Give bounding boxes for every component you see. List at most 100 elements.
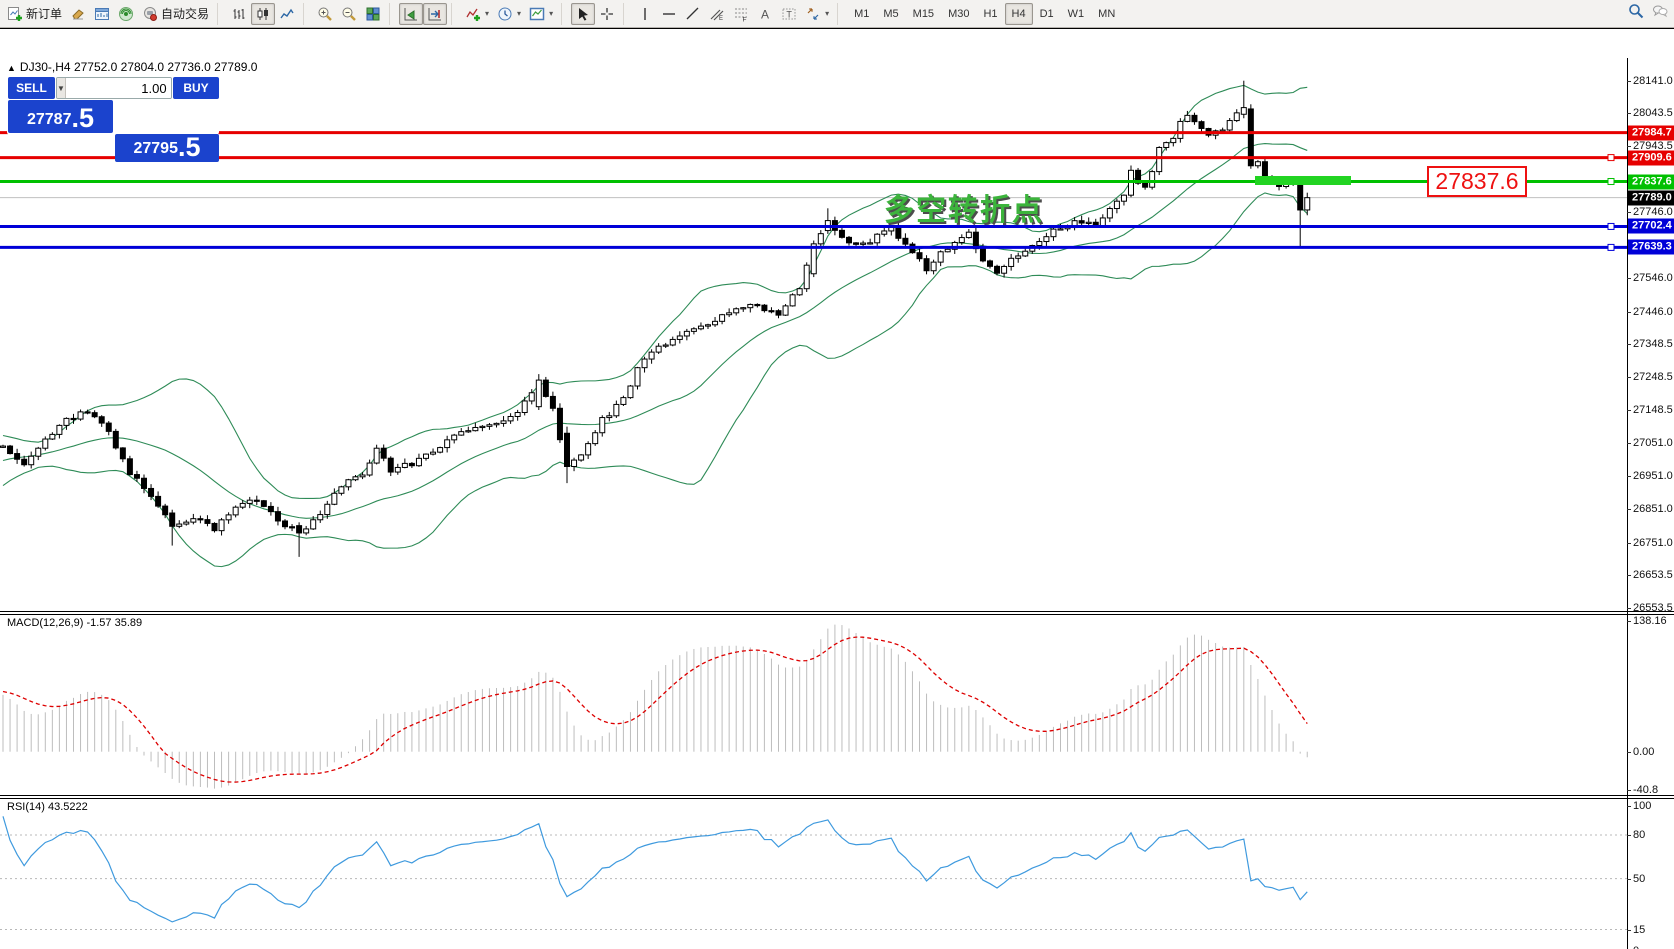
fibo-button[interactable]: F <box>729 3 753 25</box>
timeframe-button-m1[interactable]: M1 <box>854 7 870 20</box>
toolbar: 新订单 自动交易 ▾ ▾ ▾ E F A T ▾ M1 M5 M15 M30 H1 H4 D1 W1 MN <box>0 0 1674 28</box>
candle-down <box>380 447 387 459</box>
auto-scroll-icon <box>403 6 419 22</box>
svg-text:T: T <box>786 9 792 19</box>
arrows-button[interactable]: ▾ <box>801 3 833 25</box>
chevron-down-icon[interactable]: ▾ <box>485 9 490 18</box>
rsi-label: RSI(14) 43.5222 <box>7 801 88 813</box>
timeframe-button-h1[interactable]: H1 <box>983 7 998 20</box>
candle-up <box>225 514 232 521</box>
candle-up <box>0 445 6 448</box>
chat-icon[interactable] <box>1652 3 1668 19</box>
macd-pane-canvas[interactable] <box>0 615 1627 795</box>
templates-button[interactable]: ▾ <box>525 3 557 25</box>
indicators-button[interactable]: ▾ <box>461 3 493 25</box>
toolbar-separator <box>303 2 310 25</box>
periods-button[interactable]: ▾ <box>493 3 525 25</box>
sell-button[interactable]: SELL <box>8 77 55 99</box>
macd-label: MACD(12,26,9) -1.57 35.89 <box>7 617 143 629</box>
crosshair-button[interactable] <box>595 3 619 25</box>
candle-up <box>486 424 493 427</box>
price-axis-line <box>1627 58 1628 949</box>
line-handle[interactable] <box>1607 178 1615 186</box>
candle-down <box>7 445 14 455</box>
candle-up <box>444 439 451 449</box>
price-callout-box[interactable]: 27837.6 <box>1427 166 1527 197</box>
bollinger-upper-band <box>2 84 1308 500</box>
candle-up <box>28 455 35 466</box>
vline-button[interactable] <box>633 3 657 25</box>
candle-chart-button[interactable] <box>251 2 276 25</box>
zoom-in-button[interactable] <box>313 3 337 25</box>
candle-up <box>401 462 408 468</box>
pane-divider[interactable] <box>0 611 1674 612</box>
pane-divider[interactable] <box>0 614 1674 615</box>
signals-button[interactable] <box>114 3 138 25</box>
new-order-button[interactable]: 新订单 <box>3 3 66 25</box>
candle-down <box>408 462 415 467</box>
timeframe-button-h4[interactable]: H4 <box>1004 2 1033 25</box>
candle-up <box>49 433 56 440</box>
fibo-icon: F <box>733 6 749 23</box>
chart-shift-button[interactable] <box>423 2 448 25</box>
timeframe-button-w1[interactable]: W1 <box>1067 7 1085 20</box>
candle-up <box>606 415 613 419</box>
candle-up <box>874 233 881 244</box>
green-highlight-bar[interactable] <box>1255 176 1351 185</box>
timeframe-button-m30[interactable]: M30 <box>948 7 970 20</box>
trendline-button[interactable] <box>681 3 705 25</box>
hline-button[interactable] <box>657 3 681 25</box>
rsi-pane-canvas[interactable] <box>0 799 1627 949</box>
candle-down <box>274 511 281 522</box>
line-handle[interactable] <box>1607 222 1615 230</box>
bollinger-middle-band <box>2 142 1308 519</box>
volume-decrease-button[interactable]: ▼ <box>57 78 66 98</box>
volume-input[interactable] <box>65 78 171 98</box>
rsi-axis-tick: 80 <box>1633 829 1646 842</box>
auto-scroll-button[interactable] <box>399 2 424 25</box>
price-axis-tick: 26851.0 <box>1633 503 1673 516</box>
timeframe-button-m15[interactable]: M15 <box>912 7 935 20</box>
candle-up <box>373 447 380 464</box>
autotrading-button[interactable]: 自动交易 <box>138 3 213 25</box>
sell-price[interactable]: 27787.5 <box>8 100 113 133</box>
zoom-out-button[interactable] <box>337 3 361 25</box>
hline-price-tag: 27909.6 <box>1628 150 1674 166</box>
channel-button[interactable]: E <box>705 3 729 25</box>
candle-up <box>479 425 486 429</box>
bar-chart-button[interactable] <box>227 3 251 25</box>
pane-divider[interactable] <box>0 798 1674 799</box>
search-icon[interactable] <box>1628 3 1644 19</box>
candle-up <box>740 307 747 310</box>
chevron-down-icon[interactable]: ▾ <box>825 9 830 18</box>
toolbar-button-label: 自动交易 <box>161 7 210 21</box>
axis-tick-mark <box>1627 113 1631 115</box>
candle-up <box>1240 107 1247 115</box>
candle-down <box>987 260 993 267</box>
chart-text-annotation[interactable]: 多空转折点 <box>884 194 1044 227</box>
periods-icon <box>497 6 513 22</box>
timeframe-button-mn[interactable]: MN <box>1098 7 1116 20</box>
symbol-ohlc-line: ▲ DJ30-,H4 27752.0 27804.0 27736.0 27789.… <box>7 60 258 74</box>
text-button[interactable]: A <box>753 3 777 25</box>
toolbar-right <box>1628 3 1668 19</box>
candle-up <box>937 251 944 263</box>
candle-up <box>705 324 711 327</box>
text-label-button[interactable]: T <box>777 3 801 25</box>
timeframe-button-m5[interactable]: M5 <box>883 7 899 20</box>
chevron-down-icon[interactable]: ▾ <box>549 9 554 18</box>
chevron-down-icon[interactable]: ▾ <box>517 9 522 18</box>
price-chart-canvas[interactable] <box>0 58 1627 611</box>
buy-price[interactable]: 27795.5 <box>115 134 219 162</box>
line-handle[interactable] <box>1607 154 1615 162</box>
buy-button[interactable]: BUY <box>173 77 219 99</box>
line-chart-button[interactable] <box>275 3 299 25</box>
pane-divider[interactable] <box>0 795 1674 796</box>
cursor-button[interactable] <box>571 2 596 25</box>
delete-objects-button[interactable] <box>66 3 90 25</box>
line-handle[interactable] <box>1607 243 1615 251</box>
timeframe-button-d1[interactable]: D1 <box>1039 7 1054 20</box>
new-chart-button[interactable] <box>90 3 114 25</box>
candle-up <box>472 426 479 432</box>
tile-windows-button[interactable] <box>361 3 385 25</box>
